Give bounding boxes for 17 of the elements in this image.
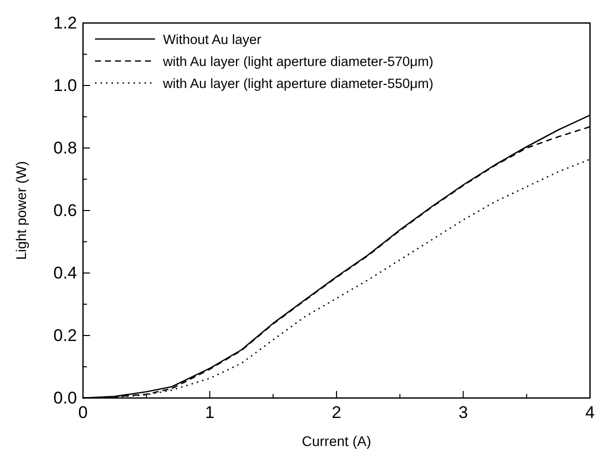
legend-label: with Au layer (light aperture diameter-570μm) (162, 54, 434, 69)
y-tick-label: 0.8 (53, 138, 77, 158)
x-tick-label: 4 (585, 403, 595, 422)
legend-label: Without Au layer (163, 32, 262, 47)
x-axis-title: Current (A) (302, 433, 372, 449)
x-tick-label: 1 (205, 403, 214, 422)
y-tick-label: 0.4 (53, 263, 77, 282)
legend-label: with Au layer (light aperture diameter-550μm) (162, 76, 434, 91)
y-tick-label: 1.0 (53, 76, 77, 95)
y-tick-label: 0.0 (53, 388, 77, 408)
y-tick-label: 0.6 (53, 200, 77, 220)
x-tick-label: 2 (332, 403, 342, 422)
y-tick-label: 1.2 (53, 13, 77, 32)
y-axis-title: Light power (W) (13, 161, 29, 260)
x-tick-label: 0 (78, 403, 88, 422)
x-tick-label: 3 (458, 403, 468, 422)
y-tick-label: 0.2 (53, 326, 77, 345)
